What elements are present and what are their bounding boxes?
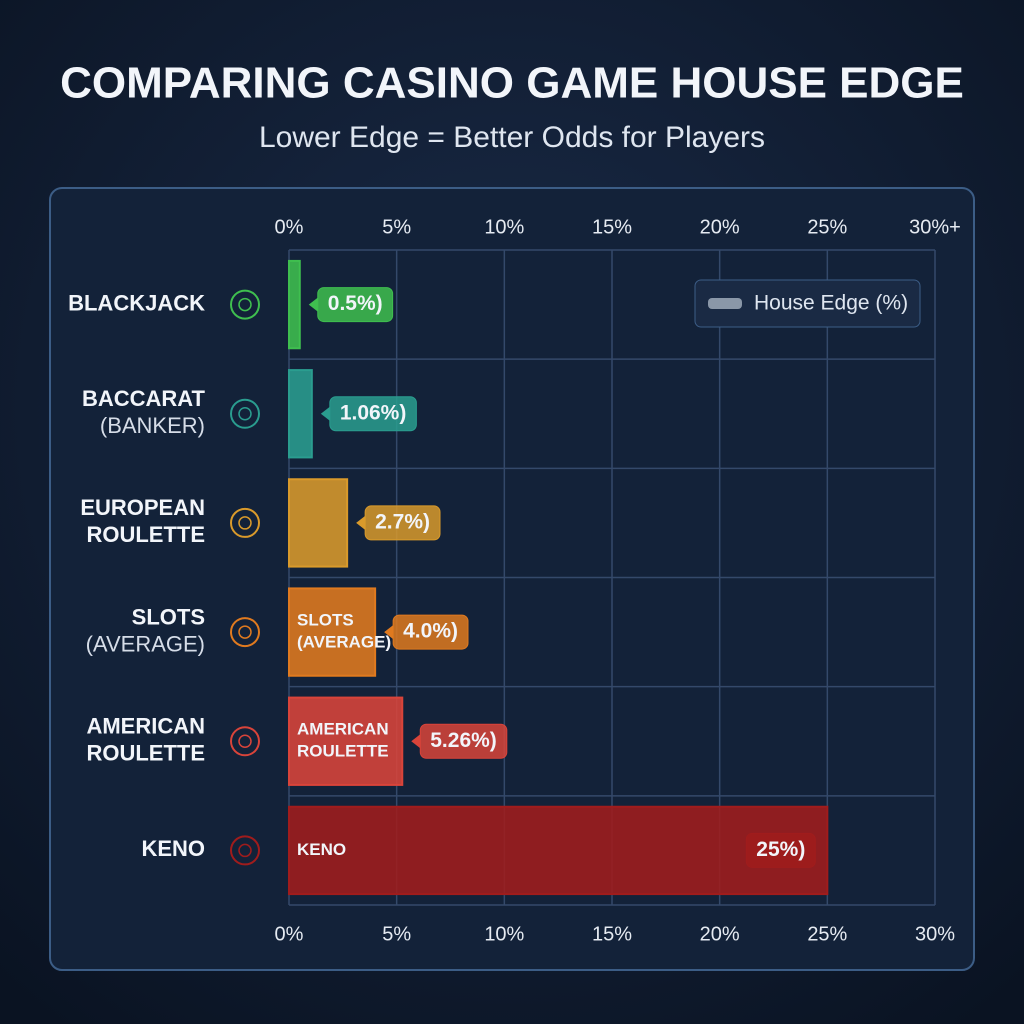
value-label-pointer bbox=[356, 515, 366, 530]
game-icon bbox=[230, 398, 260, 429]
legend-swatch bbox=[708, 298, 742, 309]
game-icon bbox=[230, 726, 260, 757]
category-label: BACCARAT bbox=[82, 386, 206, 411]
value-label-pointer bbox=[384, 625, 394, 640]
value-label: 4.0%) bbox=[403, 620, 458, 643]
game-icon bbox=[238, 734, 252, 748]
chart-title: COMPARING CASINO GAME HOUSE EDGE bbox=[60, 59, 964, 108]
bar bbox=[288, 805, 829, 896]
game-icon bbox=[238, 297, 252, 312]
value-label-group: 4.0%) bbox=[384, 614, 469, 650]
bar-inner-label: (AVERAGE) bbox=[297, 633, 391, 652]
value-label: 5.26%) bbox=[430, 729, 497, 752]
x-tick-label-top: 30%+ bbox=[909, 216, 961, 238]
value-label-group: 1.06%) bbox=[320, 396, 417, 432]
category-label: SLOTS bbox=[132, 604, 205, 629]
bar bbox=[288, 369, 313, 459]
value-label: 25%) bbox=[756, 838, 805, 861]
x-tick-label: 20% bbox=[700, 923, 740, 945]
x-tick-label-top: 10% bbox=[484, 216, 524, 238]
value-label-box bbox=[745, 832, 816, 868]
value-label: 0.5%) bbox=[328, 292, 383, 315]
value-label-group: 5.26%) bbox=[411, 723, 508, 759]
bar-inner-label: KENO bbox=[297, 840, 346, 859]
x-tick-label-top: 5% bbox=[382, 216, 411, 238]
game-icon bbox=[230, 289, 260, 320]
category-label: (AVERAGE) bbox=[86, 631, 205, 656]
x-tick-label: 0% bbox=[275, 923, 304, 945]
category-label: ROULETTE bbox=[86, 741, 205, 766]
value-label: 1.06%) bbox=[340, 401, 407, 424]
bar-inner-label: SLOTS bbox=[297, 611, 354, 630]
game-icon bbox=[238, 843, 252, 858]
x-tick-label: 5% bbox=[382, 923, 411, 945]
bar-inner-label: AMERICAN bbox=[297, 720, 389, 739]
bar bbox=[288, 478, 349, 568]
value-label-group: 25%) bbox=[745, 832, 816, 868]
x-tick-label: 25% bbox=[807, 923, 847, 945]
value-label: 2.7%) bbox=[375, 510, 430, 533]
legend-label: House Edge (%) bbox=[754, 292, 908, 315]
category-label: (BANKER) bbox=[100, 413, 205, 438]
game-icon bbox=[238, 625, 252, 639]
game-icon bbox=[230, 507, 260, 538]
game-icon bbox=[238, 516, 252, 530]
game-icon bbox=[230, 617, 260, 648]
x-tick-label-top: 25% bbox=[807, 216, 847, 238]
x-tick-label: 10% bbox=[484, 923, 524, 945]
category-label: AMERICAN bbox=[86, 714, 205, 739]
category-label: EUROPEAN bbox=[80, 495, 205, 520]
category-label: KENO bbox=[141, 836, 205, 861]
legend-box bbox=[694, 279, 921, 328]
bar-inner-label: ROULETTE bbox=[297, 742, 389, 761]
value-label-pointer bbox=[308, 297, 318, 312]
bar bbox=[288, 259, 301, 350]
legend: House Edge (%) bbox=[694, 279, 921, 328]
x-tick-label: 15% bbox=[592, 923, 632, 945]
bar bbox=[288, 696, 404, 786]
value-label-group: 2.7%) bbox=[356, 505, 441, 541]
panel bbox=[49, 187, 975, 971]
category-label: BLACKJACK bbox=[68, 290, 205, 315]
x-tick-label-top: 20% bbox=[700, 216, 740, 238]
game-icon bbox=[230, 835, 260, 866]
value-label-pointer bbox=[411, 734, 421, 749]
bar bbox=[288, 587, 377, 677]
chart-subtitle: Lower Edge = Better Odds for Players bbox=[259, 121, 765, 154]
x-tick-label-top: 15% bbox=[592, 216, 632, 238]
game-icon bbox=[238, 407, 252, 421]
category-label: ROULETTE bbox=[86, 522, 205, 547]
x-tick-label-top: 0% bbox=[275, 216, 304, 238]
value-label-group: 0.5%) bbox=[308, 287, 394, 323]
value-label-pointer bbox=[320, 406, 330, 421]
x-tick-label: 30% bbox=[915, 923, 955, 945]
